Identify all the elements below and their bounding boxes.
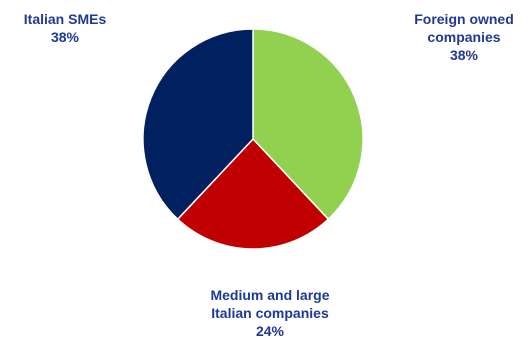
slice-value-label: 38% (449, 47, 479, 63)
slice-label-foreign-owned: Foreign owned companies 38% (390, 10, 532, 64)
slice-value-label: 24% (255, 323, 285, 339)
slice-label-text: Italian companies (211, 305, 329, 321)
slice-label-medium-large: Medium and large Italian companies 24% (160, 286, 380, 340)
slice-label-text: Italian SMEs (23, 11, 107, 27)
slice-label-italian-smes: Italian SMEs 38% (0, 10, 130, 46)
slice-label-text: Medium and large (210, 287, 330, 303)
pie-slice-foreign-owned (252, 28, 364, 221)
slice-label-text: companies (427, 29, 501, 45)
pie-slice-italian-smes (142, 28, 254, 221)
pie-slice-medium-large (176, 137, 330, 250)
slice-value-label: 38% (50, 29, 80, 45)
slice-label-text: Foreign owned (414, 11, 514, 27)
